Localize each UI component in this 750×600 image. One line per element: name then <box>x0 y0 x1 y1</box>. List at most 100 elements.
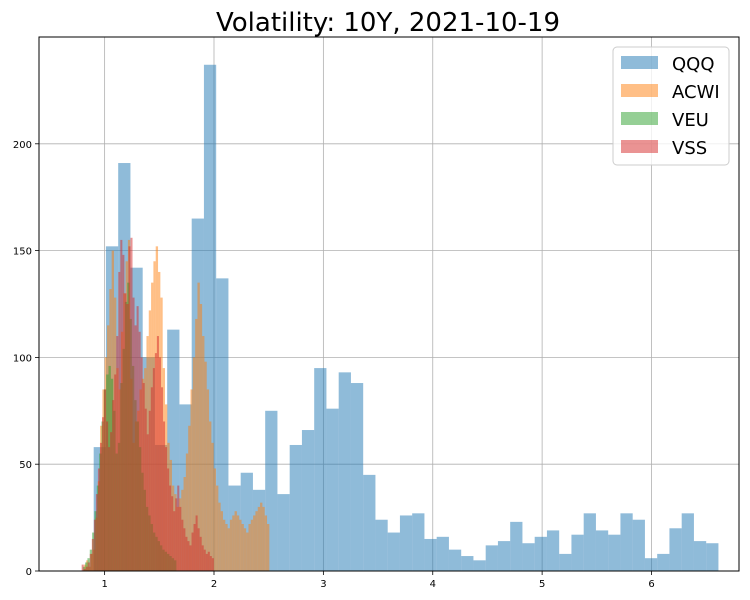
series-vss-bars <box>81 237 214 572</box>
histogram-bar <box>260 502 263 571</box>
histogram-bar <box>156 336 159 571</box>
histogram-bar <box>424 538 437 571</box>
histogram-bar <box>559 553 572 571</box>
histogram-bar <box>277 494 290 571</box>
histogram-bar <box>234 511 237 571</box>
histogram-bar <box>267 524 270 571</box>
histogram-bar <box>264 515 268 571</box>
histogram-bar <box>220 511 223 571</box>
histogram-bar <box>140 357 143 571</box>
histogram-bar <box>202 336 205 571</box>
histogram-bar <box>175 498 178 571</box>
histogram-bar <box>216 485 219 571</box>
histogram-bar <box>314 368 327 571</box>
histogram-bar <box>241 524 244 571</box>
histogram-bar <box>197 528 200 571</box>
histogram-bar <box>173 511 176 571</box>
histogram-bar <box>473 560 486 571</box>
histogram-bar <box>188 425 191 571</box>
histogram-bar <box>85 566 88 571</box>
histogram-bar <box>177 485 180 571</box>
histogram-bar <box>246 532 249 571</box>
histogram-bar <box>350 383 364 571</box>
histogram-bar <box>253 515 256 571</box>
legend-label: QQQ <box>672 54 715 75</box>
histogram-bar <box>571 534 584 571</box>
histogram-bar <box>461 556 474 571</box>
legend: QQQ ACWI VEU VSS <box>612 46 730 166</box>
histogram-bar <box>213 468 217 571</box>
histogram-bars <box>81 64 719 572</box>
histogram-bar <box>204 361 207 571</box>
histogram-bar <box>222 519 226 571</box>
histogram-bar <box>262 506 265 571</box>
histogram-bar <box>207 551 210 571</box>
histogram-bar <box>203 549 206 571</box>
histogram-bar <box>255 511 258 571</box>
histogram-bar <box>112 400 115 571</box>
legend-label: VSS <box>672 138 707 159</box>
histogram-bar <box>195 515 198 571</box>
histogram-bar <box>199 536 202 571</box>
histogram-bar <box>189 545 192 571</box>
histogram-bar <box>120 239 123 572</box>
histogram-bar <box>132 297 135 571</box>
histogram-bar <box>110 432 113 571</box>
histogram-bar <box>363 474 376 571</box>
histogram-bar <box>116 336 119 571</box>
legend-box <box>612 46 730 166</box>
histogram-bar <box>160 387 164 571</box>
histogram-bar <box>152 368 155 571</box>
x-tick-label: 3 <box>320 579 326 590</box>
histogram-bar <box>218 502 221 571</box>
histogram-bar <box>681 513 694 571</box>
histogram-bar <box>102 417 105 571</box>
histogram-bar <box>608 534 621 571</box>
histogram-bar <box>387 532 400 571</box>
histogram-bar <box>146 434 149 571</box>
histogram-bar <box>248 524 251 571</box>
legend-swatch <box>621 56 658 69</box>
histogram-bar <box>227 528 230 571</box>
histogram-bar <box>583 513 596 571</box>
histogram-bar <box>243 528 247 571</box>
legend-swatch <box>621 84 658 97</box>
histogram-bar <box>497 541 511 571</box>
plot-area-frame <box>38 36 740 572</box>
histogram-bar <box>136 306 139 571</box>
histogram-bar <box>193 524 196 571</box>
histogram-bar <box>167 468 170 571</box>
histogram-bar <box>239 519 242 571</box>
histogram-bar <box>185 536 188 571</box>
histogram-bar <box>118 271 121 571</box>
x-tick-label: 4 <box>430 579 436 590</box>
y-tick-label: 200 <box>13 140 32 151</box>
histogram-bar <box>399 515 413 571</box>
chart-title: Volatility: 10Y, 2021-10-19 <box>216 8 560 38</box>
histogram-bar <box>195 318 198 571</box>
histogram-bar <box>209 421 212 571</box>
histogram-bar <box>190 389 193 571</box>
legend-swatch <box>621 112 658 125</box>
histogram-bar <box>436 536 449 571</box>
histogram-bar <box>199 304 203 571</box>
histogram-bar <box>289 444 302 571</box>
x-tick-label: 1 <box>101 579 107 590</box>
histogram-bar <box>150 387 153 571</box>
legend-label: VEU <box>672 110 709 131</box>
histogram-bar <box>99 442 102 571</box>
histogram-bar <box>211 442 214 571</box>
histogram-bar <box>620 513 633 571</box>
histogram-bar <box>83 568 86 571</box>
histogram-bar <box>169 485 172 571</box>
histogram-bar <box>301 430 315 571</box>
histogram-bar <box>144 408 147 571</box>
y-tick-label: 0 <box>26 567 32 578</box>
histogram-bar <box>138 331 141 571</box>
histogram-bar <box>183 477 186 571</box>
histogram-bar <box>706 543 719 571</box>
histogram-bar <box>485 545 498 571</box>
histogram-bar <box>158 357 161 571</box>
histogram-bar <box>171 496 174 571</box>
